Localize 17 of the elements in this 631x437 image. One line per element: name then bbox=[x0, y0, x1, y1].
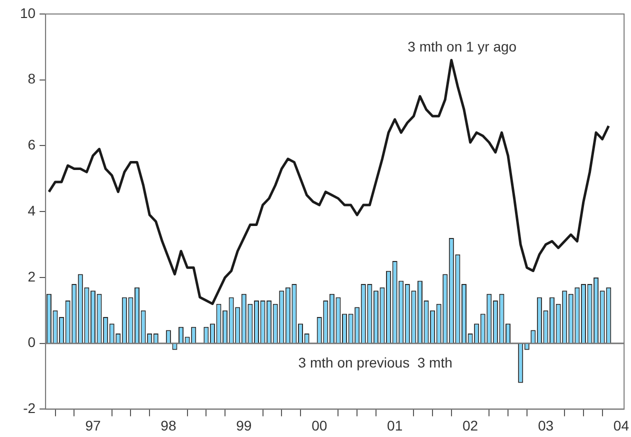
series-label: 3 mth on previous 3 mth bbox=[298, 354, 452, 371]
x-tick-label: 00 bbox=[312, 417, 328, 434]
x-tick-label: 04 bbox=[613, 417, 630, 434]
y-tick-label: 2 bbox=[28, 268, 36, 284]
x-tick-label: 98 bbox=[160, 417, 176, 434]
y-tick-label: 4 bbox=[28, 202, 36, 218]
x-tick-label: 99 bbox=[236, 417, 252, 434]
y-tick-label: 0 bbox=[28, 334, 36, 350]
y-tick-label: 10 bbox=[20, 4, 36, 21]
y-tick-label: -2 bbox=[23, 400, 36, 416]
x-tick-label: 03 bbox=[538, 417, 554, 434]
x-tick-label: 97 bbox=[85, 417, 101, 434]
x-tick-label: 01 bbox=[387, 417, 403, 434]
y-tick-label: 8 bbox=[28, 70, 36, 87]
series-label: 3 mth on 1 yr ago bbox=[408, 38, 517, 54]
x-tick-label: 02 bbox=[462, 417, 478, 434]
y-tick-label: 6 bbox=[28, 136, 36, 153]
